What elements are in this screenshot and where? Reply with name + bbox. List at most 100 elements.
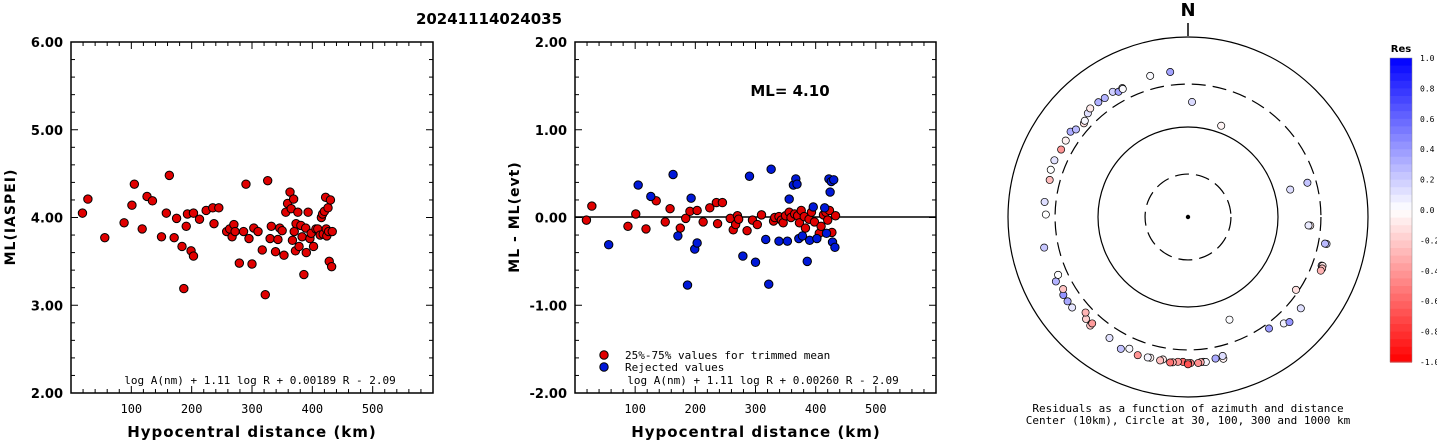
trimmed-point — [800, 223, 811, 233]
colorbar-cell — [1390, 217, 1412, 226]
station-point — [1040, 243, 1049, 252]
trimmed-point — [681, 213, 691, 224]
colorbar-frame — [1389, 57, 1413, 363]
colorbar-cell — [1390, 316, 1412, 325]
left-formula: log A(nm) + 1.11 log R + 0.00189 R - 2.0… — [124, 374, 396, 387]
trimmed-point — [705, 203, 715, 213]
y-tick-label: 2.00 — [31, 387, 63, 402]
left-x-axis-label: Hypocentral distance (km) — [127, 423, 377, 441]
x-tick-label: 500 — [865, 402, 887, 416]
figure-title: 20241114024035 — [416, 10, 562, 28]
colorbar-tick-label: 0.2 — [1420, 176, 1435, 185]
station-point — [1188, 98, 1196, 106]
trimmed-point — [823, 215, 833, 225]
colorbar-tick-label: -1.0 — [1420, 358, 1437, 367]
data-point — [156, 232, 167, 242]
data-point — [301, 247, 311, 258]
data-point — [194, 214, 205, 224]
station-point — [1146, 71, 1155, 80]
x-tick-label: 500 — [362, 402, 384, 416]
colorbar-cell — [1390, 134, 1412, 143]
residual-colorbar: Res 1.0 0.8 0.6 0.4 0.2 0.0 -0.2 -0.4 -0.6 -0.8 -1… — [1389, 44, 1437, 367]
colorbar-cell — [1390, 270, 1412, 279]
rejected-point — [782, 236, 793, 246]
station-point — [1045, 175, 1054, 184]
rejected-point — [808, 202, 818, 212]
data-point — [244, 233, 254, 244]
rejected-point — [766, 164, 776, 174]
colorbar-cell — [1390, 240, 1412, 249]
station-point — [1080, 116, 1089, 125]
colorbar-tick-label: -0.8 — [1420, 328, 1437, 337]
data-point — [279, 250, 289, 260]
rejected-point — [802, 256, 812, 267]
station-point — [1057, 145, 1066, 154]
colorbar-cell — [1390, 179, 1412, 188]
rejected-point — [764, 279, 774, 289]
rejected-point — [738, 251, 748, 261]
left-y-axis-label: ML(IASPEI) — [3, 169, 19, 266]
ml-annotation: ML= 4.10 — [750, 82, 829, 100]
rejected-point — [668, 169, 678, 180]
colorbar-cell — [1390, 58, 1412, 67]
legend-trimmed-marker — [599, 350, 609, 360]
rejected-point — [812, 233, 822, 244]
data-point — [161, 208, 172, 218]
legend-rejected-label: Rejected values — [625, 361, 724, 374]
data-point — [77, 208, 88, 218]
trimmed-point — [752, 219, 763, 230]
y-tick-label: 2.00 — [535, 36, 567, 51]
rejected-point — [682, 280, 693, 290]
data-point — [164, 170, 175, 181]
station-point — [1184, 360, 1192, 369]
colorbar-title: Res — [1391, 44, 1411, 55]
data-point — [326, 261, 337, 272]
station-point — [1304, 221, 1313, 230]
station-point — [1046, 165, 1055, 174]
colorbar-cell — [1390, 324, 1412, 333]
colorbar-cell — [1390, 293, 1412, 302]
y-tick-label: 4.00 — [31, 212, 63, 227]
data-point — [100, 232, 110, 243]
data-point — [253, 226, 263, 237]
station-point — [1100, 94, 1109, 103]
colorbar-cell — [1390, 354, 1412, 363]
data-point — [293, 207, 303, 217]
data-point — [299, 269, 309, 280]
station-point — [1292, 285, 1300, 294]
colorbar-cell — [1390, 194, 1412, 203]
rejected-point — [774, 236, 784, 246]
distance-circle — [1144, 173, 1232, 261]
colorbar-cell — [1390, 308, 1412, 317]
data-point — [188, 208, 199, 218]
colorbar-tick-label: -0.6 — [1420, 297, 1437, 306]
data-point — [177, 241, 187, 252]
data-point — [289, 226, 299, 237]
left-chart: 100 200 300 400 500 2.00 3.00 4.00 5.00 6.00 log … — [3, 36, 434, 441]
station-point — [1316, 266, 1325, 275]
colorbar-cell — [1390, 210, 1412, 219]
middle-formula: log A(nm) + 1.11 log R + 0.00260 R - 2.0… — [627, 374, 899, 387]
trimmed-point — [641, 224, 651, 234]
rejected-point — [830, 242, 840, 253]
data-point — [119, 218, 129, 228]
y-tick-label: 3.00 — [31, 299, 63, 314]
data-point — [179, 283, 189, 294]
colorbar-cell — [1390, 141, 1412, 150]
station-point — [1040, 197, 1049, 206]
rejected-point — [646, 191, 656, 202]
colorbar-cell — [1390, 278, 1412, 287]
data-point — [325, 195, 336, 205]
colorbar-tick-label: -0.2 — [1420, 236, 1437, 245]
data-point — [137, 224, 147, 234]
data-point — [209, 218, 219, 229]
rejected-point — [603, 240, 614, 250]
station-point — [1125, 344, 1134, 353]
data-point — [277, 225, 287, 236]
x-tick-label: 300 — [745, 402, 767, 416]
trimmed-point — [809, 217, 820, 227]
trimmed-point — [581, 215, 592, 225]
colorbar-cell — [1390, 111, 1412, 120]
colorbar-cell — [1390, 255, 1412, 264]
